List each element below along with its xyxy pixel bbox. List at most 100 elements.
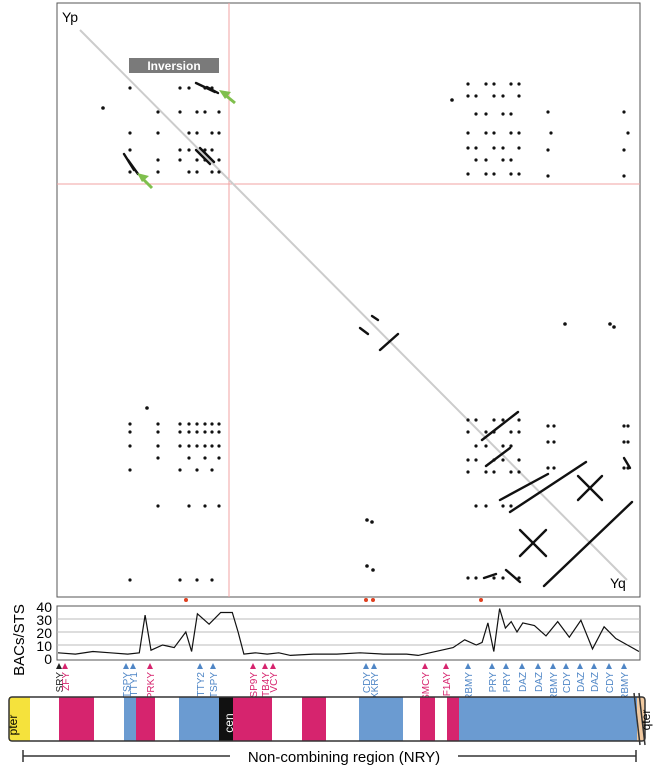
dot-segment (205, 85, 220, 95)
dot (517, 146, 521, 150)
gene-label: VCY (269, 672, 280, 693)
marker-triangle (577, 663, 583, 669)
dot-segment (508, 460, 588, 514)
dot (195, 110, 199, 114)
dot (128, 468, 132, 472)
chromosome-band (459, 697, 637, 741)
dot (178, 444, 182, 448)
dot (492, 94, 496, 98)
marker-triangle (422, 663, 428, 669)
chromosome-band (136, 697, 155, 741)
dot (549, 131, 553, 135)
marker-triangle (621, 663, 627, 669)
dot (195, 158, 199, 162)
region-label: Non-combining region (NRY) (248, 749, 440, 766)
dot (210, 578, 214, 582)
dot (492, 131, 496, 135)
gene-label: RBMY (549, 672, 560, 701)
dot (466, 576, 470, 580)
gene-label: CDY (605, 672, 616, 693)
dot (187, 504, 191, 508)
break-mark (638, 692, 646, 746)
dot (622, 148, 626, 152)
dot (612, 325, 616, 329)
gene-label: TB4Y (261, 672, 272, 697)
dot (474, 576, 478, 580)
dot (156, 422, 160, 426)
dot (128, 578, 132, 582)
dot (187, 444, 191, 448)
dot (195, 170, 199, 174)
dot (563, 322, 567, 326)
chromosome-outline (8, 696, 646, 742)
dot (501, 576, 505, 580)
dot-segment (622, 456, 632, 470)
gene-label: CDY (362, 672, 373, 693)
marker-triangle (563, 663, 569, 669)
dot-segment (482, 572, 498, 580)
gene-label: RBMY (464, 672, 475, 701)
dot (203, 444, 207, 448)
dot (210, 468, 214, 472)
dot (466, 94, 470, 98)
marker-triangle (210, 663, 216, 669)
dot (195, 578, 199, 582)
dot (509, 444, 513, 448)
dot (178, 468, 182, 472)
dot (501, 94, 505, 98)
dot (484, 470, 488, 474)
dot (365, 518, 369, 522)
dot (608, 322, 612, 326)
chromosome-band (637, 697, 645, 741)
chromosome-band (219, 697, 233, 741)
marker-triangle (56, 663, 62, 669)
dot (156, 158, 160, 162)
yp-label: Yp (62, 9, 78, 25)
dot (217, 110, 221, 114)
ytick-label: 40 (36, 599, 52, 615)
dot-segment (358, 326, 370, 336)
dot (484, 444, 488, 448)
marker-triangle (550, 663, 556, 669)
dot (517, 172, 521, 176)
dot-segment (504, 568, 522, 584)
dot (156, 110, 160, 114)
dot (466, 470, 470, 474)
gene-label: RBMY (620, 672, 631, 701)
dot (178, 578, 182, 582)
dot (217, 444, 221, 448)
dot (474, 418, 478, 422)
marker-triangle (443, 663, 449, 669)
chromosome-band (233, 697, 272, 741)
dot (622, 424, 626, 428)
density-plot: 0 10 20 30 40 BACs/STS (11, 599, 641, 676)
density-frame (56, 605, 641, 661)
dot (474, 458, 478, 462)
marker-triangle (503, 663, 509, 669)
dot (195, 430, 199, 434)
inversion-label: Inversion (147, 59, 200, 73)
dot-segment (370, 314, 380, 322)
dot (203, 430, 207, 434)
marker-triangle (519, 663, 525, 669)
dot (622, 440, 626, 444)
dot (552, 466, 556, 470)
dot (622, 110, 626, 114)
dot-segment (378, 332, 400, 352)
dot (517, 82, 521, 86)
dot (156, 504, 160, 508)
dot (466, 82, 470, 86)
gene-label: USP9Y (249, 672, 260, 705)
gene-label: DAZ (590, 672, 601, 692)
self-diagonal (79, 29, 628, 581)
dot (203, 422, 207, 426)
dot (546, 440, 550, 444)
dot (178, 422, 182, 426)
dot (517, 458, 521, 462)
dot (626, 131, 630, 135)
dot (626, 440, 630, 444)
marker-triangle (130, 663, 136, 669)
dot (195, 468, 199, 472)
